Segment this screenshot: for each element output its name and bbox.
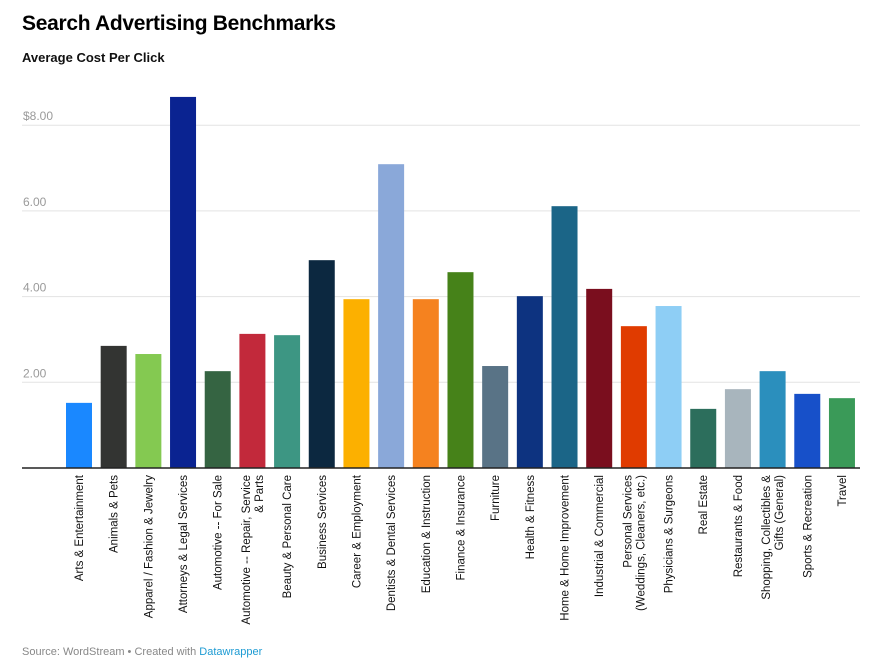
x-tick-label: Arts & Entertainment (74, 474, 86, 581)
bar (828, 398, 855, 468)
bar (100, 345, 127, 468)
x-tick-label: Career & Employment (351, 474, 363, 588)
x-tick-label: Restaurants & Food (733, 475, 745, 577)
chart-title: Search Advertising Benchmarks (22, 12, 336, 35)
x-tick-label: Animals & Pets (109, 475, 121, 553)
bar (343, 299, 370, 468)
bar (690, 408, 717, 468)
chart-subtitle: Average Cost Per Click (22, 50, 165, 65)
x-tick-label: Beauty & Personal Care (282, 475, 294, 598)
x-tick-label: Personal Services (622, 475, 634, 568)
x-tick-label: Home & Home Improvement (560, 474, 572, 621)
bar (135, 354, 162, 468)
bar (759, 371, 786, 468)
x-tick-label: Finance & Insurance (455, 475, 467, 580)
x-tick-label: Travel (837, 475, 849, 507)
x-tick-label: Automotive -- Repair, Service (241, 475, 253, 625)
x-tick-label: Real Estate (698, 475, 710, 534)
y-tick-label: $8.00 (23, 109, 53, 123)
bar (620, 326, 647, 468)
bar (482, 366, 509, 468)
bar (239, 333, 266, 468)
bar (308, 260, 335, 468)
y-tick-label: 6.00 (23, 195, 47, 209)
x-tick-label: Apparel / Fashion & Jewelry (143, 475, 155, 618)
x-tick-label: Automotive -- For Sale (213, 475, 225, 590)
bar (655, 306, 682, 468)
bar (170, 96, 197, 468)
x-tick-label: Physicians & Surgeons (664, 475, 676, 594)
y-tick-label: 4.00 (23, 281, 47, 295)
x-tick-label: Business Services (317, 475, 329, 569)
y-tick-label: 2.00 (23, 366, 47, 380)
bar (66, 402, 92, 468)
x-tick-label: Education & Instruction (421, 475, 433, 593)
x-tick-label: Gifts (General) (774, 475, 786, 551)
source-text: Source: WordStream • Created with (22, 646, 200, 658)
bar (586, 288, 613, 468)
bar (274, 335, 301, 468)
x-tick-label: Industrial & Commercial (594, 475, 606, 597)
bar (794, 393, 821, 468)
bar (447, 272, 474, 468)
x-tick-label: Furniture (490, 475, 502, 521)
bar (724, 389, 751, 468)
bar (204, 371, 231, 468)
bar (516, 296, 543, 468)
x-tick-label: & Parts (254, 475, 266, 513)
x-tick-label: (Weddings, Cleaners, etc.) (635, 475, 647, 611)
x-tick-label: Health & Fitness (525, 475, 537, 560)
x-tick-label: Shopping, Collectibles & (761, 475, 773, 600)
footer: Source: WordStream • Created with Datawr… (22, 646, 262, 658)
bar (378, 164, 405, 469)
bar (412, 299, 439, 468)
x-tick-label: Attorneys & Legal Services (178, 475, 190, 613)
bar (551, 206, 578, 468)
x-tick-label: Sports & Recreation (802, 475, 814, 578)
datawrapper-link[interactable]: Datawrapper (199, 646, 263, 658)
x-tick-label: Dentists & Dental Services (386, 475, 398, 611)
